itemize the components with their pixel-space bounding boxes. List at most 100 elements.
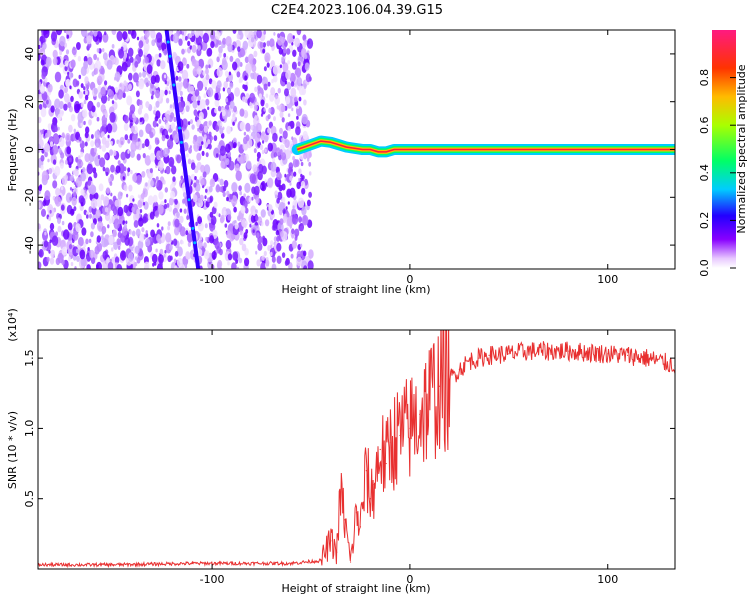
noise-speck [271, 263, 277, 269]
noise-speck [276, 235, 280, 242]
noise-speck [128, 72, 133, 81]
noise-speck [166, 81, 170, 87]
snr-multiplier: (x10⁴) [6, 308, 19, 342]
noise-speck [67, 102, 72, 109]
noise-speck [287, 60, 290, 65]
snr-point [488, 354, 490, 356]
noise-speck [260, 262, 267, 269]
noise-speck [205, 236, 208, 242]
noise-speck [277, 87, 281, 94]
noise-speck [232, 113, 235, 117]
noise-speck [139, 117, 143, 123]
noise-speck [52, 49, 58, 59]
noise-speck [203, 125, 209, 133]
noise-speck [291, 240, 297, 249]
noise-speck [132, 72, 139, 83]
noise-speck [273, 236, 278, 243]
noise-speck [187, 40, 191, 47]
noise-speck [133, 220, 139, 228]
noise-speck [151, 39, 156, 47]
noise-speck [172, 176, 176, 183]
noise-speck [259, 184, 263, 189]
noise-speck [63, 30, 67, 34]
noise-speck [281, 152, 287, 161]
noise-speck [260, 133, 265, 141]
noise-speck [204, 86, 207, 91]
noise-speck [259, 144, 264, 151]
noise-speck [155, 248, 158, 253]
noise-speck [225, 158, 230, 166]
noise-speck [130, 170, 133, 175]
noise-speck [251, 186, 256, 194]
noise-speck [301, 187, 306, 195]
noise-speck [48, 216, 51, 221]
noise-speck [261, 255, 265, 261]
noise-speck [166, 138, 174, 150]
y-tick-label: -20 [23, 188, 36, 206]
noise-speck [90, 198, 98, 209]
snr-point [429, 399, 431, 401]
noise-speck [46, 256, 50, 263]
noise-speck [264, 148, 267, 153]
noise-speck [250, 214, 256, 223]
noise-speck [142, 153, 146, 159]
noise-speck [207, 139, 211, 145]
noise-speck [234, 163, 240, 173]
noise-speck [187, 93, 194, 104]
noise-speck [163, 253, 166, 258]
noise-speck [61, 132, 65, 137]
noise-speck [132, 113, 136, 119]
noise-speck [121, 61, 128, 72]
noise-speck [263, 107, 266, 112]
noise-speck [185, 251, 191, 260]
noise-speck [265, 259, 270, 267]
noise-speck [159, 261, 163, 268]
noise-speck [42, 200, 47, 207]
noise-speck [245, 112, 248, 117]
noise-speck [109, 258, 112, 263]
noise-speck [123, 57, 126, 62]
snr-point [438, 385, 441, 387]
noise-speck [141, 227, 145, 233]
noise-speck [38, 185, 42, 192]
noise-speck [224, 223, 228, 228]
noise-speck [57, 126, 60, 131]
noise-speck [106, 123, 113, 134]
noise-speck [221, 60, 228, 71]
noise-speck [49, 257, 55, 265]
noise-speck [231, 109, 234, 113]
noise-speck [45, 132, 49, 139]
noise-speck [260, 209, 266, 218]
noise-speck [145, 82, 149, 88]
noise-speck [239, 230, 243, 236]
noise-speck [239, 121, 246, 131]
noise-speck [295, 126, 301, 136]
diagonal-trace-highlight [166, 40, 170, 44]
noise-speck [154, 137, 160, 145]
noise-speck [243, 131, 247, 136]
noise-speck [159, 150, 164, 158]
noise-speck [104, 31, 107, 36]
noise-speck [80, 188, 85, 196]
noise-speck [205, 64, 209, 70]
noise-speck [137, 199, 143, 209]
snr-point [419, 413, 421, 415]
noise-speck [85, 90, 88, 96]
noise-speck [131, 30, 137, 39]
noise-speck [189, 85, 195, 95]
noise-speck [279, 127, 283, 134]
noise-speck [84, 94, 89, 101]
noise-speck [196, 152, 202, 161]
noise-speck [244, 84, 248, 92]
noise-speck [214, 108, 218, 114]
noise-speck [208, 64, 211, 69]
noise-speck [102, 196, 109, 206]
noise-speck [81, 30, 88, 38]
noise-speck [207, 87, 214, 98]
noise-speck [219, 216, 224, 224]
noise-speck [189, 45, 193, 50]
noise-speck [220, 160, 226, 169]
noise-speck [176, 211, 180, 218]
y-tick-label: 0.5 [23, 490, 36, 508]
noise-speck [255, 197, 260, 204]
